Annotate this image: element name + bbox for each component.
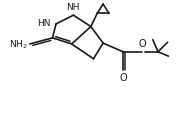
- Text: NH: NH: [66, 3, 79, 12]
- Text: O: O: [139, 39, 146, 49]
- Text: HN: HN: [37, 18, 50, 28]
- Text: O: O: [119, 73, 127, 83]
- Text: NH$_2$: NH$_2$: [9, 39, 28, 51]
